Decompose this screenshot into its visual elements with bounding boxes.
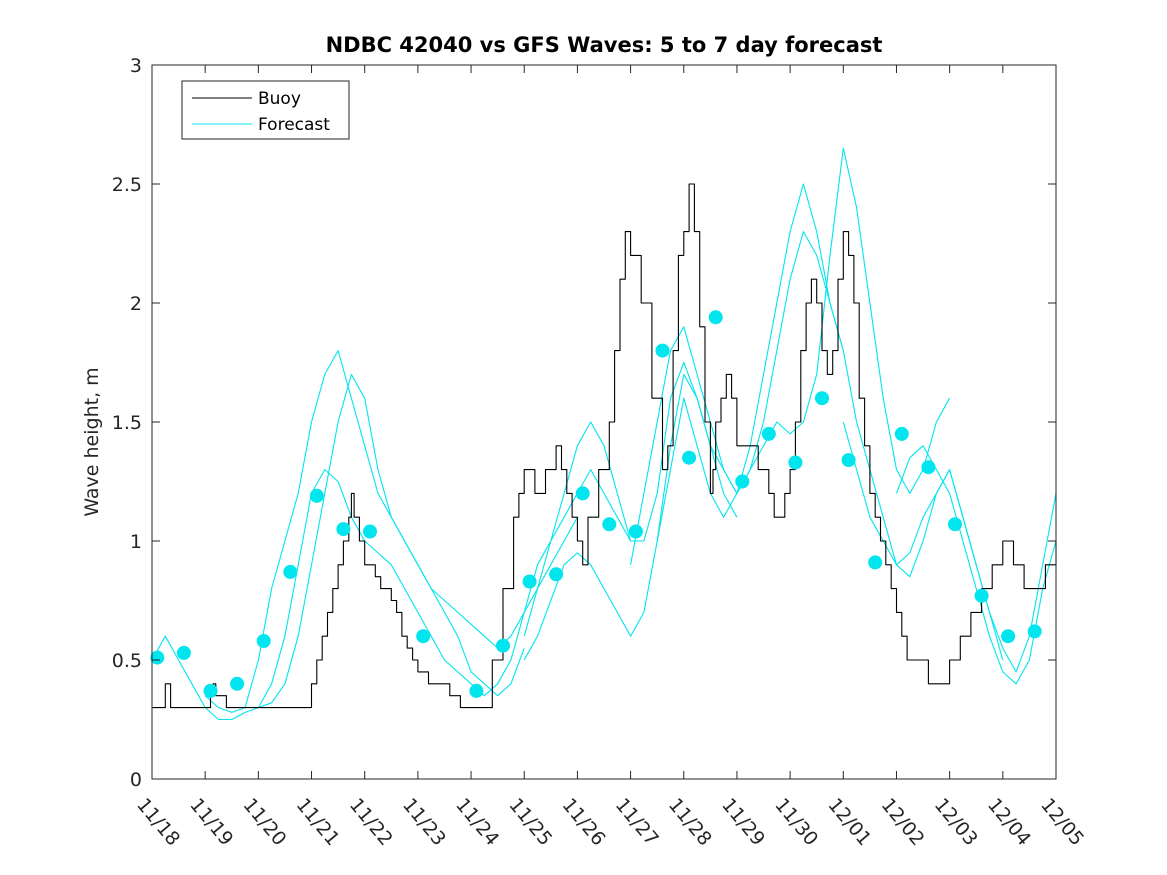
forecast-marker <box>894 426 909 441</box>
legend: Buoy Forecast <box>181 80 350 140</box>
forecast-marker <box>948 517 962 532</box>
forecast-marker <box>256 634 271 648</box>
forecast-line-8 <box>842 421 1057 673</box>
forecast-marker <box>416 629 431 644</box>
forecast-marker <box>655 343 670 358</box>
forecast-line-5 <box>523 183 844 661</box>
forecast-line-1 <box>151 373 525 721</box>
forecast-marker <box>761 426 776 441</box>
forecast-marker <box>203 683 218 698</box>
forecast-marker <box>788 455 803 470</box>
forecast-marker <box>496 638 510 653</box>
y-axis-label: Wave height, m <box>81 367 103 516</box>
plot-area <box>150 64 1057 780</box>
legend-label-buoy: Buoy <box>258 89 301 109</box>
forecast-marker <box>735 474 750 489</box>
y-tick-label: 0.5 <box>112 650 142 672</box>
forecast-line-3 <box>257 469 632 708</box>
forecast-marker <box>363 524 377 539</box>
y-tick-label: 2 <box>130 293 142 315</box>
forecast-marker <box>602 517 617 532</box>
forecast-line-2 <box>204 350 578 713</box>
forecast-marker <box>1001 629 1016 644</box>
forecast-marker <box>682 450 697 465</box>
legend-box <box>181 80 350 140</box>
forecast-marker <box>921 460 936 475</box>
forecast-marker <box>575 486 590 501</box>
y-axis: 0 0.5 1 1.5 2 2.5 3 <box>112 55 1056 791</box>
forecast-marker <box>868 555 883 570</box>
forecast-marker <box>522 574 537 589</box>
forecast-marker <box>815 391 829 406</box>
buoy-line <box>152 183 1057 709</box>
legend-label-forecast: Forecast <box>258 115 330 135</box>
forecast-marker <box>841 453 856 468</box>
marker-layer <box>150 310 1042 698</box>
forecast-marker <box>176 645 191 660</box>
forecast-marker <box>708 310 723 325</box>
y-tick-label: 2.5 <box>112 174 142 196</box>
y-tick-label: 1 <box>130 531 142 553</box>
forecast-line-6 <box>630 147 951 565</box>
forecast-marker <box>1027 624 1042 639</box>
y-tick-label: 1.5 <box>112 412 142 434</box>
forecast-marker <box>150 650 165 665</box>
forecast-marker <box>230 676 245 691</box>
plot-background <box>152 65 1056 779</box>
forecast-marker <box>336 522 351 537</box>
forecast-marker <box>469 683 484 698</box>
forecast-line-9 <box>895 445 1057 685</box>
forecast-marker <box>309 488 324 503</box>
forecast-marker <box>628 524 643 539</box>
series-layer <box>151 147 1057 721</box>
forecast-marker <box>283 564 298 579</box>
y-tick-label: 3 <box>130 55 142 77</box>
y-tick-label: 0 <box>130 769 142 791</box>
chart-title: NDBC 42040 vs GFS Waves: 5 to 7 day fore… <box>326 33 883 57</box>
forecast-marker <box>549 567 564 582</box>
forecast-marker <box>974 588 989 603</box>
